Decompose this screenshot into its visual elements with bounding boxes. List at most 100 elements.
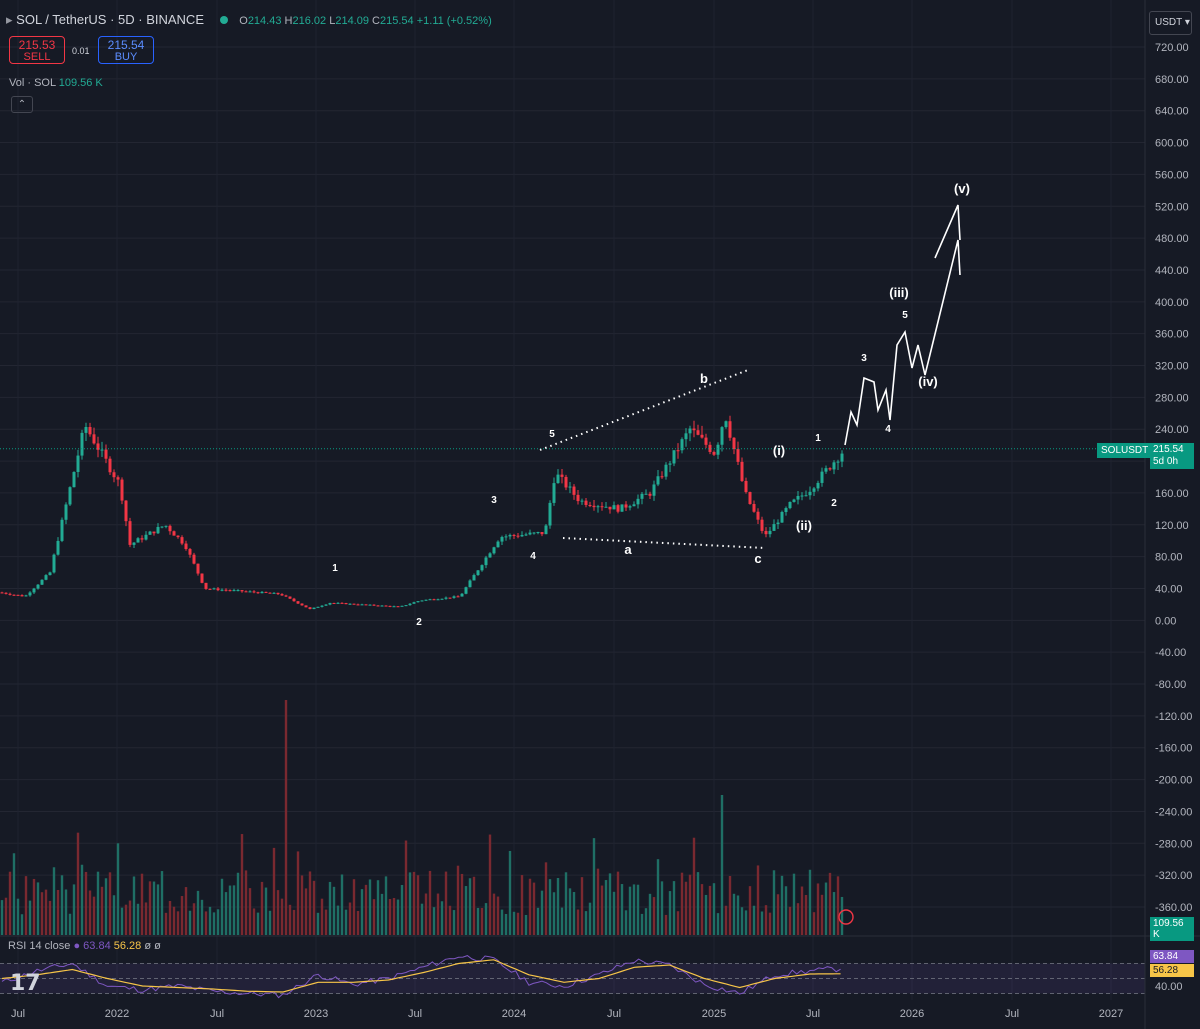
volume-bar bbox=[248, 888, 252, 935]
candle bbox=[660, 476, 664, 478]
volume-bar bbox=[772, 870, 776, 935]
wave-label: 3 bbox=[491, 495, 497, 506]
time-tick-label: Jul bbox=[1005, 1008, 1019, 1020]
sell-button[interactable]: 215.53 SELL bbox=[9, 36, 65, 64]
candle bbox=[448, 597, 452, 599]
volume-bar bbox=[428, 870, 432, 935]
candle bbox=[812, 488, 816, 492]
candle bbox=[408, 603, 412, 606]
volume-bar bbox=[280, 898, 284, 935]
volume-bar bbox=[224, 892, 228, 935]
tradingview-logo[interactable]: 𝟭𝟳 bbox=[10, 970, 41, 995]
volume-bar bbox=[164, 912, 168, 935]
price-tick-label: 600.00 bbox=[1155, 138, 1189, 150]
candle bbox=[4, 592, 8, 594]
candle bbox=[236, 590, 240, 592]
candle bbox=[308, 607, 312, 610]
volume-bar bbox=[68, 913, 72, 935]
volume-bar bbox=[692, 837, 696, 935]
volume-bar bbox=[12, 853, 16, 935]
volume-bar bbox=[136, 903, 140, 935]
volume-bar bbox=[36, 882, 40, 935]
volume-bar bbox=[80, 864, 84, 935]
volume-bar bbox=[304, 888, 308, 935]
candle bbox=[112, 472, 116, 478]
volume-bar bbox=[584, 911, 588, 935]
candle bbox=[444, 597, 448, 599]
candle bbox=[604, 506, 608, 508]
volume-bar bbox=[264, 887, 268, 935]
wave-label: 2 bbox=[831, 498, 837, 509]
candle bbox=[184, 543, 188, 550]
candle bbox=[16, 594, 20, 596]
price-tick-label: 680.00 bbox=[1155, 74, 1189, 86]
price-tick-label: 560.00 bbox=[1155, 169, 1189, 181]
volume-bar bbox=[116, 843, 120, 935]
volume-bar bbox=[652, 897, 656, 935]
volume-bar bbox=[48, 900, 52, 935]
candle bbox=[472, 575, 476, 581]
candle bbox=[244, 591, 248, 593]
volume-bar bbox=[712, 883, 716, 935]
volume-bar bbox=[160, 871, 164, 935]
volume-bar bbox=[620, 884, 624, 935]
candle bbox=[724, 421, 728, 428]
candle bbox=[40, 579, 44, 585]
buy-button[interactable]: 215.54 BUY bbox=[98, 36, 154, 64]
volume-bar bbox=[152, 881, 156, 935]
volume-bar bbox=[748, 886, 752, 935]
candle bbox=[440, 598, 444, 600]
candle bbox=[788, 501, 792, 509]
candle bbox=[20, 595, 24, 597]
volume-bar bbox=[752, 905, 756, 935]
price-tick-label: 40.00 bbox=[1155, 583, 1183, 595]
candle bbox=[520, 534, 524, 537]
volume-bar bbox=[368, 879, 372, 935]
volume-bar bbox=[644, 908, 648, 935]
volume-bar bbox=[208, 906, 212, 935]
wave-label: b bbox=[700, 371, 708, 386]
volume-bar bbox=[676, 911, 680, 935]
volume-bar bbox=[372, 899, 376, 935]
volume-bar bbox=[604, 880, 608, 935]
price-tick-label: 440.00 bbox=[1155, 265, 1189, 277]
rsi-legend[interactable]: RSI 14 close ● 63.84 56.28 ø ø bbox=[8, 940, 161, 952]
volume-bar bbox=[100, 886, 104, 935]
volume-bar bbox=[628, 886, 632, 935]
candle bbox=[696, 430, 700, 435]
volume-bar bbox=[680, 872, 684, 935]
candle bbox=[300, 603, 304, 606]
candle bbox=[60, 519, 64, 541]
candle bbox=[424, 599, 428, 601]
wave-label: 2 bbox=[416, 617, 422, 628]
time-tick-label: Jul bbox=[11, 1008, 25, 1020]
volume-bar bbox=[612, 891, 616, 935]
candle bbox=[760, 519, 764, 531]
candle bbox=[368, 604, 372, 606]
volume-bar bbox=[312, 880, 316, 935]
rsi-line bbox=[1, 955, 841, 999]
volume-bar bbox=[32, 878, 36, 935]
price-tick-label: -40.00 bbox=[1155, 647, 1186, 659]
candle bbox=[76, 455, 80, 472]
collapse-legend-button[interactable]: ⌃ bbox=[11, 96, 33, 113]
candle bbox=[200, 573, 204, 583]
triangle-lower-trendline bbox=[562, 537, 766, 549]
volume-legend[interactable]: Vol · SOL 109.56 K bbox=[9, 77, 103, 89]
candle bbox=[280, 594, 284, 596]
currency-selector[interactable]: USDT ▾ bbox=[1149, 11, 1192, 35]
price-tick-label: 80.00 bbox=[1155, 552, 1183, 564]
candle bbox=[692, 428, 696, 431]
time-tick-label: Jul bbox=[408, 1008, 422, 1020]
price-tick-label: -80.00 bbox=[1155, 679, 1186, 691]
symbol-title[interactable]: SOL / TetherUS · 5D · BINANCE bbox=[16, 12, 204, 27]
candle bbox=[400, 605, 404, 607]
candle bbox=[500, 536, 504, 542]
symbol-header[interactable]: ▸ SOL / TetherUS · 5D · BINANCE O214.43 … bbox=[6, 12, 492, 28]
candle bbox=[664, 464, 668, 477]
chevron-down-icon: ▾ bbox=[1184, 17, 1190, 28]
volume-bar bbox=[824, 882, 828, 935]
candle bbox=[820, 471, 824, 483]
